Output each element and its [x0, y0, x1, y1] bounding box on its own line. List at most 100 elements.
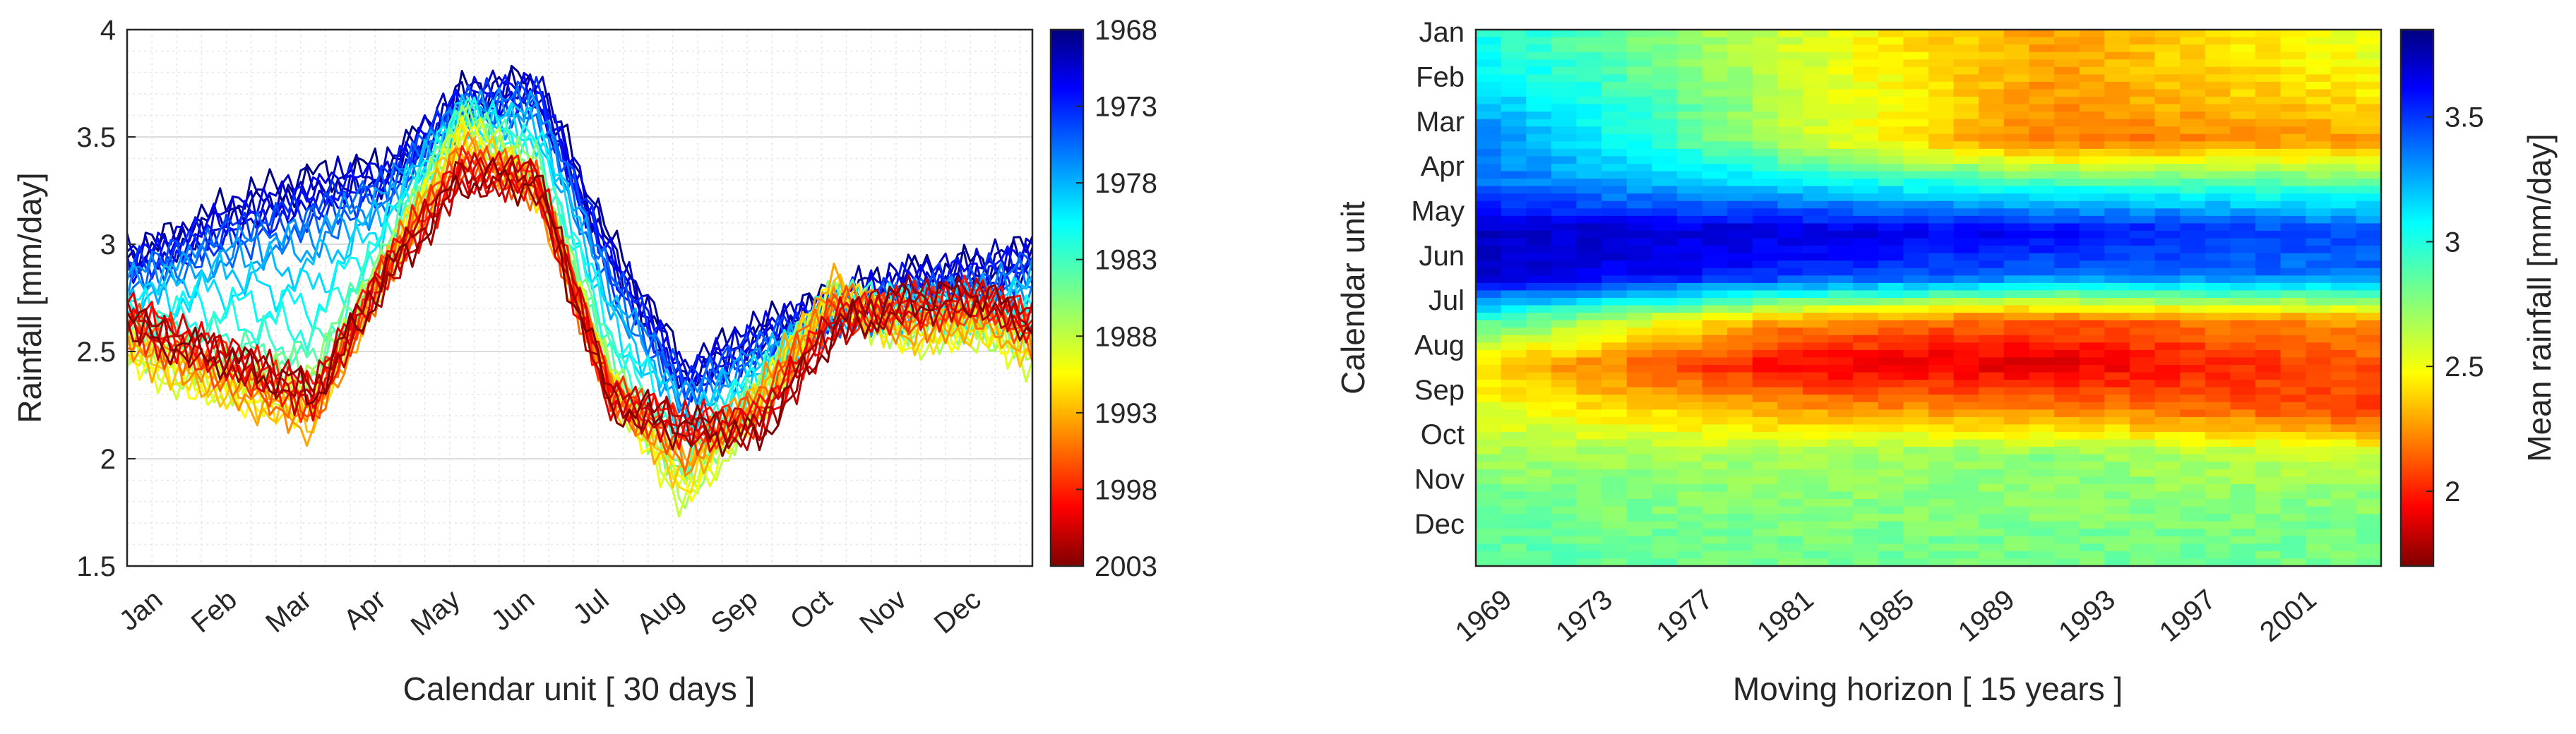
- heatmap-cell: [1903, 66, 1929, 75]
- heatmap-cell: [2180, 327, 2206, 336]
- heatmap-cell: [1526, 30, 1552, 38]
- heatmap-cell: [2356, 66, 2382, 75]
- heatmap-cell: [1501, 179, 1527, 187]
- heatmap-cell: [2104, 52, 2130, 60]
- heatmap-cell: [1476, 416, 1502, 426]
- heatmap-cell: [1727, 402, 1753, 410]
- right-y-tick-label: Mar: [1416, 107, 1465, 138]
- heatmap-cell: [2255, 171, 2282, 179]
- heatmap-cell: [1752, 126, 1778, 135]
- heatmap-cell: [1551, 133, 1578, 142]
- heatmap-cell: [1802, 514, 1829, 522]
- heatmap-cell: [2029, 543, 2055, 552]
- heatmap-cell: [2306, 267, 2332, 276]
- heatmap-cell: [1576, 282, 1602, 291]
- heatmap-cell: [1928, 260, 1955, 269]
- heatmap-cell: [1979, 506, 2005, 515]
- heatmap-cell: [1853, 365, 1879, 373]
- heatmap-cell: [1602, 141, 1628, 150]
- heatmap-cell: [1827, 66, 1854, 75]
- heatmap-cell: [2205, 342, 2231, 351]
- heatmap-cell: [2255, 231, 2282, 239]
- heatmap-cell: [1676, 357, 1703, 366]
- heatmap-cell: [2330, 81, 2356, 90]
- heatmap-cell: [1979, 148, 2005, 157]
- heatmap-cell: [1652, 447, 1678, 455]
- heatmap-cell: [1928, 543, 1955, 552]
- heatmap-cell: [1652, 439, 1678, 447]
- heatmap-cell: [1626, 349, 1652, 359]
- right-y-tick-label: Jul: [1429, 285, 1465, 316]
- heatmap-cell: [2029, 529, 2055, 537]
- heatmap-cell: [2255, 432, 2282, 440]
- heatmap-cell: [1476, 558, 1502, 567]
- right-x-tick-labels: 1969 1973 1977 1981 1985 1989 1993 1997 2001: [1450, 584, 2322, 648]
- heatmap-cell: [1476, 89, 1502, 97]
- heatmap-cell: [2306, 141, 2332, 150]
- heatmap-cell: [2104, 223, 2130, 231]
- heatmap-cell: [2154, 282, 2181, 291]
- heatmap-cell: [1953, 491, 1979, 500]
- heatmap-cell: [2306, 469, 2332, 477]
- heatmap-cell: [2129, 439, 2156, 447]
- heatmap-cell: [1853, 409, 1879, 418]
- heatmap-cell: [1626, 44, 1652, 53]
- right-colorbar: [2401, 30, 2433, 566]
- heatmap-cell: [2280, 89, 2306, 97]
- heatmap-cell: [1802, 267, 1829, 276]
- heatmap-cell: [1551, 349, 1578, 359]
- right-y-tick-label: May: [1411, 196, 1465, 227]
- heatmap-cell: [1752, 81, 1778, 90]
- heatmap-cell: [2255, 267, 2282, 276]
- heatmap-cell: [1501, 208, 1527, 217]
- heatmap-cell: [2255, 282, 2282, 291]
- heatmap-cell: [1476, 327, 1502, 336]
- heatmap-cell: [1979, 104, 2005, 112]
- right-y-tick-label: Sep: [1414, 375, 1465, 406]
- heatmap-cell: [2029, 357, 2055, 366]
- heatmap-cell: [2180, 320, 2206, 328]
- heatmap-cell: [1827, 156, 1854, 164]
- heatmap-cell: [2104, 246, 2130, 254]
- heatmap-cell: [2054, 402, 2080, 410]
- heatmap-cell: [2104, 521, 2130, 529]
- heatmap-cell: [1676, 104, 1703, 112]
- heatmap-cell: [2280, 260, 2306, 269]
- heatmap-cell: [1602, 231, 1628, 239]
- heatmap-cell: [1702, 491, 1728, 500]
- heatmap-cell: [2205, 416, 2231, 426]
- heatmap-cell: [2230, 313, 2256, 321]
- heatmap-cell: [1576, 238, 1602, 246]
- heatmap-cell: [1903, 30, 1929, 38]
- heatmap-cell: [1626, 550, 1652, 560]
- heatmap-cell: [2255, 148, 2282, 157]
- heatmap-cell: [2330, 462, 2356, 470]
- heatmap-cell: [1501, 357, 1527, 366]
- heatmap-cell: [2356, 558, 2382, 567]
- heatmap-cell: [1626, 141, 1652, 150]
- heatmap-cell: [1576, 335, 1602, 343]
- heatmap-cell: [1802, 469, 1829, 477]
- heatmap-cell: [1752, 231, 1778, 239]
- heatmap-cell: [1827, 260, 1854, 269]
- heatmap-cell: [2230, 238, 2256, 246]
- heatmap-cell: [1526, 320, 1552, 328]
- heatmap-cell: [1626, 499, 1652, 507]
- heatmap-cell: [2205, 454, 2231, 462]
- heatmap-cell: [2154, 44, 2181, 53]
- heatmap-cell: [2330, 126, 2356, 135]
- heatmap-cell: [1928, 246, 1955, 254]
- right-x-axis-label: Moving horizon [ 15 years ]: [1733, 670, 2123, 707]
- heatmap-cell: [2129, 372, 2156, 380]
- heatmap-cell: [2154, 402, 2181, 410]
- heatmap-cell: [2079, 52, 2105, 60]
- heatmap-cell: [2356, 186, 2382, 194]
- heatmap-cell: [2003, 365, 2030, 373]
- heatmap-cell: [1526, 267, 1552, 276]
- heatmap-cell: [1802, 499, 1829, 507]
- heatmap-cell: [2280, 305, 2306, 313]
- heatmap-cell: [2255, 476, 2282, 485]
- heatmap-cell: [1727, 387, 1753, 395]
- heatmap-cell: [2029, 454, 2055, 462]
- heatmap-cell: [1702, 529, 1728, 537]
